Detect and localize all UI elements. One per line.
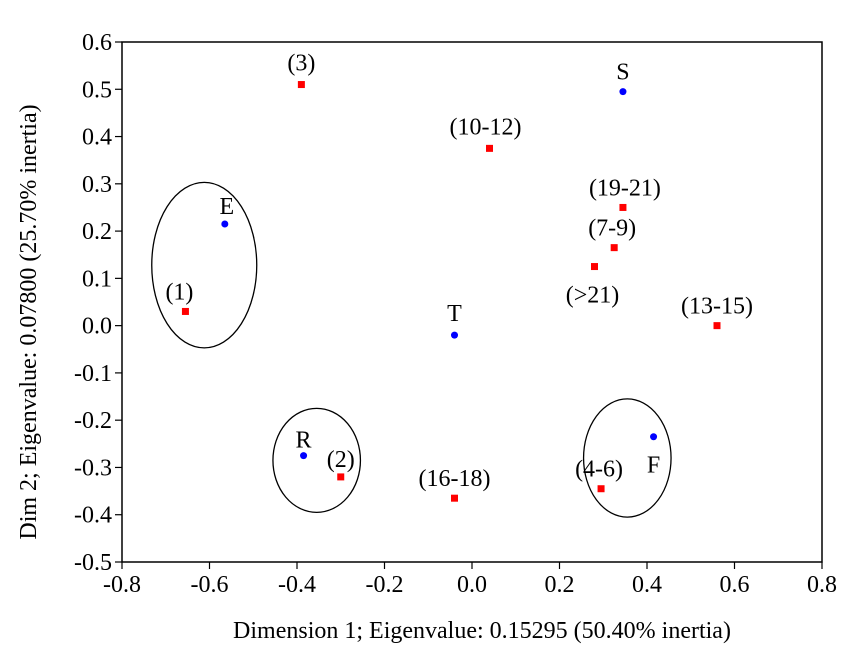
y-tick-label: -0.4 [74, 503, 112, 529]
x-tick-label: 0.4 [632, 572, 662, 598]
y-tick-label: 0.2 [82, 219, 112, 245]
point-label: (1) [165, 279, 193, 305]
y-tick-label: 0.0 [82, 314, 112, 340]
data-point-square [597, 485, 605, 493]
y-tick-label: -0.3 [74, 455, 112, 481]
y-axis-label: Dim 2; Eigenvalue: 0.07800 (25.70% inert… [16, 104, 42, 539]
point-label: (13-15) [681, 294, 753, 320]
data-points [181, 81, 721, 502]
data-point-square [297, 81, 305, 89]
cluster-ellipses [151, 181, 672, 518]
x-tick-label: -0.4 [278, 572, 316, 598]
x-tick-label: 0.0 [457, 572, 487, 598]
data-point-square [486, 144, 493, 152]
data-point-square [713, 322, 721, 330]
y-axis-ticks: 0.6 0.5 0.4 0.3 0.2 0.1 0.0 -0.1 -0.2 -0.3 -0.4 -0.… [74, 30, 122, 576]
x-axis-ticks: -0.8 -0.6 -0.4 -0.2 0.0 0.2 0.4 0.6 0.8 [103, 562, 837, 598]
data-point-square [451, 494, 458, 502]
point-label: (16-18) [419, 466, 491, 492]
point-label: (2) [327, 447, 355, 473]
point-label: (4-6) [575, 457, 623, 483]
point-label: (19-21) [589, 175, 661, 201]
x-tick-label: -0.2 [366, 572, 404, 598]
point-label: S [616, 60, 629, 86]
point-label: (10-12) [450, 114, 522, 140]
y-tick-label: 0.6 [82, 30, 112, 56]
x-tick-label: 0.6 [720, 572, 750, 598]
data-point-square [337, 473, 345, 481]
data-point-square [610, 244, 618, 252]
data-point-square [181, 307, 189, 315]
y-tick-label: 0.5 [82, 77, 112, 103]
cluster-ellipse [582, 398, 672, 518]
point-label: T [447, 301, 462, 327]
point-label: R [296, 428, 312, 454]
data-point-circle [451, 331, 458, 339]
data-point-circle [300, 452, 308, 460]
x-tick-label: -0.8 [103, 572, 141, 598]
point-labels: (3) (10-12) (19-21) (7-9) (>21) (13-15) (1) (2)… [165, 51, 753, 493]
y-tick-label: -0.2 [74, 408, 112, 434]
cluster-ellipse [272, 407, 362, 514]
x-axis-label: Dimension 1; Eigenvalue: 0.15295 (50.40%… [233, 618, 731, 644]
data-point-circle [221, 220, 229, 228]
data-point-square [591, 263, 598, 271]
point-label: (7-9) [588, 216, 636, 242]
y-tick-label: 0.1 [82, 266, 112, 292]
point-label: (>21) [566, 283, 620, 309]
data-point-circle [650, 433, 658, 441]
point-label: E [219, 194, 234, 220]
data-point-circle [619, 88, 627, 96]
cluster-ellipse [151, 181, 258, 349]
x-tick-label: 0.8 [807, 572, 837, 598]
data-point-square [619, 203, 627, 211]
y-tick-label: 0.4 [82, 125, 112, 151]
x-tick-label: -0.6 [191, 572, 229, 598]
y-tick-label: 0.3 [82, 172, 112, 198]
point-label: F [647, 453, 660, 479]
y-tick-label: -0.1 [74, 361, 112, 387]
x-tick-label: 0.2 [545, 572, 575, 598]
point-label: (3) [287, 51, 315, 77]
y-tick-label: -0.5 [74, 550, 112, 576]
